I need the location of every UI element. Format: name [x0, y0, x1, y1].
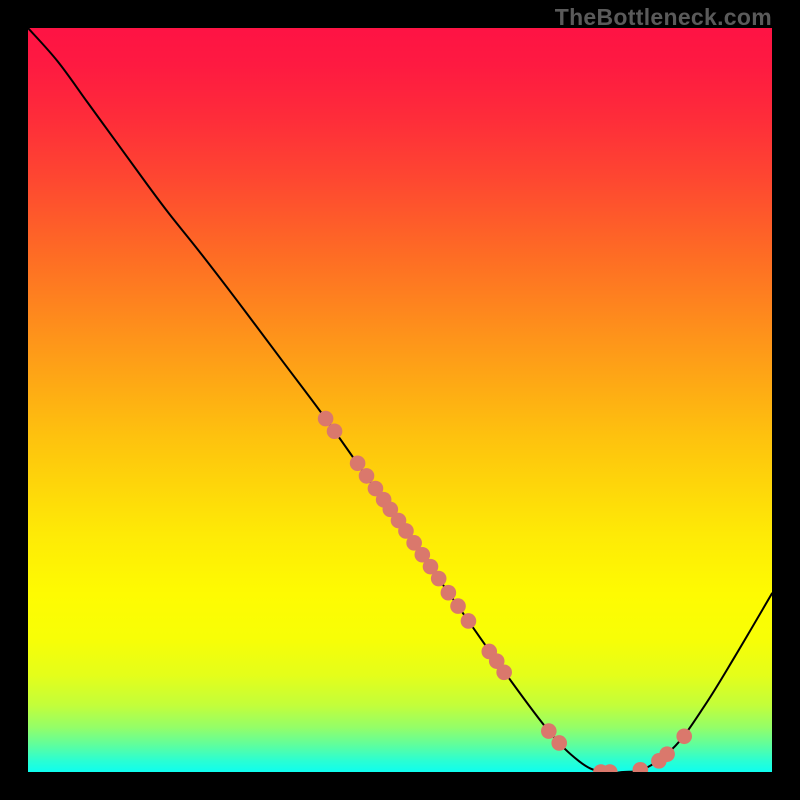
data-marker — [359, 468, 375, 484]
watermark-text: TheBottleneck.com — [555, 4, 772, 31]
data-marker — [450, 598, 466, 614]
data-marker — [676, 728, 692, 744]
data-marker — [431, 571, 447, 587]
data-marker — [350, 455, 366, 471]
data-marker — [327, 423, 343, 439]
data-marker — [461, 613, 477, 629]
data-marker — [496, 665, 512, 681]
chart-container: TheBottleneck.com — [0, 0, 800, 800]
bottleneck-curve — [28, 28, 772, 772]
data-marker — [441, 585, 457, 601]
plot-area — [28, 28, 772, 772]
data-marker — [551, 735, 567, 751]
data-marker — [659, 746, 675, 762]
data-marker — [541, 723, 557, 739]
data-marker — [318, 411, 334, 427]
data-marker — [633, 762, 649, 772]
curve-layer — [28, 28, 772, 772]
data-markers — [318, 411, 692, 772]
